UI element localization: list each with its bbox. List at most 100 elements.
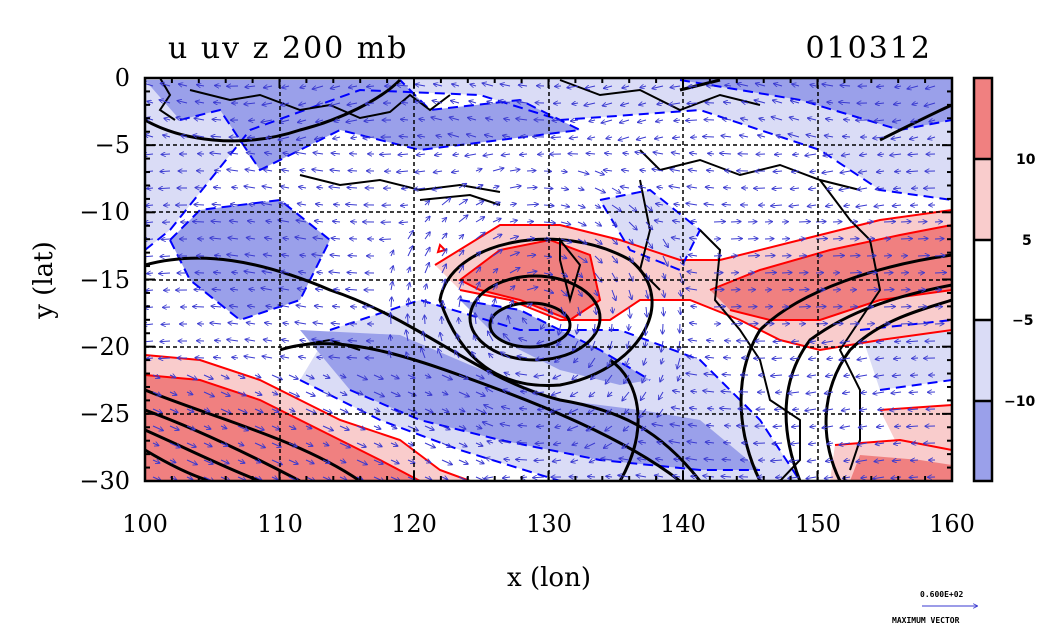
wind-vector — [791, 358, 800, 359]
wind-vector — [652, 169, 664, 171]
wind-vector — [407, 408, 417, 413]
wind-vector — [295, 152, 307, 154]
wind-vector — [844, 205, 851, 206]
wind-vector — [210, 238, 222, 239]
wind-vector — [808, 118, 817, 120]
wind-vector — [351, 137, 358, 138]
wind-vector — [690, 323, 698, 324]
wind-vector — [808, 205, 817, 206]
wind-vector — [347, 357, 358, 358]
wind-vector — [418, 136, 426, 137]
wind-vector — [759, 118, 766, 120]
wind-vector — [459, 235, 463, 239]
wind-vector — [720, 408, 732, 409]
wind-vector — [373, 443, 382, 447]
wind-vector — [775, 154, 783, 155]
wind-vector — [519, 338, 528, 341]
wind-vector — [380, 154, 392, 155]
wind-vector — [670, 86, 681, 88]
wind-vector — [586, 86, 596, 88]
wind-vector — [538, 409, 545, 410]
wind-vector — [425, 316, 426, 325]
wind-vector — [227, 340, 239, 342]
wind-vector — [451, 101, 460, 103]
wind-vector — [619, 458, 630, 460]
wind-vector — [176, 117, 188, 120]
wind-vector — [193, 222, 205, 223]
wind-vector — [839, 188, 851, 190]
wind-vector — [560, 171, 567, 172]
wind-vector — [917, 239, 928, 240]
wind-vector — [186, 392, 193, 395]
wind-vector — [367, 86, 375, 87]
wind-vector — [305, 391, 315, 396]
wind-vector — [475, 169, 482, 171]
wind-vector — [169, 409, 178, 413]
x-tick-label: 140 — [660, 510, 706, 538]
wind-vector — [572, 374, 579, 379]
wind-vector — [646, 272, 649, 280]
wind-vector — [407, 443, 414, 446]
wind-vector — [594, 205, 600, 208]
wind-vector — [603, 103, 613, 106]
wind-vector — [861, 392, 868, 393]
wind-vector — [574, 358, 578, 362]
wind-vector — [347, 272, 358, 273]
wind-vector — [843, 392, 851, 393]
wind-vector — [441, 264, 446, 274]
wind-vector — [315, 306, 324, 307]
wind-vector — [442, 317, 443, 325]
wind-vector — [644, 357, 647, 365]
wind-vector — [877, 86, 885, 87]
wind-vector — [441, 409, 449, 412]
wind-vector — [502, 407, 511, 409]
colorbar-label: −5 — [1012, 313, 1033, 329]
wind-vector — [300, 340, 307, 341]
wind-vector — [398, 154, 409, 155]
wind-vector — [908, 409, 919, 410]
wind-vector — [237, 392, 246, 396]
wind-vector — [645, 323, 646, 335]
wind-vector — [590, 460, 596, 462]
wind-vector — [554, 443, 562, 445]
y-tick-label: −20 — [79, 333, 130, 361]
wind-vector — [827, 443, 834, 444]
wind-vector — [724, 443, 732, 444]
wind-vector — [543, 188, 553, 189]
wind-vector — [895, 86, 902, 87]
wind-vector — [282, 170, 290, 171]
wind-vector — [433, 101, 443, 103]
wind-vector — [866, 290, 878, 291]
wind-vector — [806, 477, 817, 479]
wind-vector — [526, 238, 534, 239]
wind-vector — [553, 460, 562, 462]
wind-vector — [271, 442, 281, 447]
wind-vector — [723, 204, 732, 205]
wind-vector — [441, 477, 448, 480]
wind-vector — [713, 290, 724, 291]
wind-vector — [810, 426, 817, 427]
wind-vector — [220, 443, 228, 446]
wind-vector — [520, 408, 528, 409]
y-tick-labels: 0 −5 −10 −15 −20 −25 −30 — [79, 64, 130, 495]
wind-vector — [424, 409, 433, 413]
wind-vector — [281, 186, 290, 188]
wind-vector — [280, 120, 290, 123]
wind-vector — [792, 84, 800, 86]
wind-vector — [282, 255, 290, 256]
colorbar-swatch — [974, 159, 992, 240]
wind-vector — [605, 425, 613, 431]
wind-vector — [248, 221, 256, 222]
wind-vector — [577, 323, 578, 334]
wind-vector — [543, 222, 555, 223]
wind-vector — [322, 460, 330, 463]
wind-vector — [220, 426, 227, 429]
y-tick-label: −25 — [79, 400, 130, 428]
wind-vector — [808, 460, 817, 461]
wind-vector — [504, 119, 511, 120]
wind-vector — [907, 341, 919, 342]
wind-vector — [486, 388, 494, 393]
wind-vector — [406, 352, 408, 359]
wind-vector — [577, 205, 585, 208]
wind-vector — [145, 341, 154, 342]
